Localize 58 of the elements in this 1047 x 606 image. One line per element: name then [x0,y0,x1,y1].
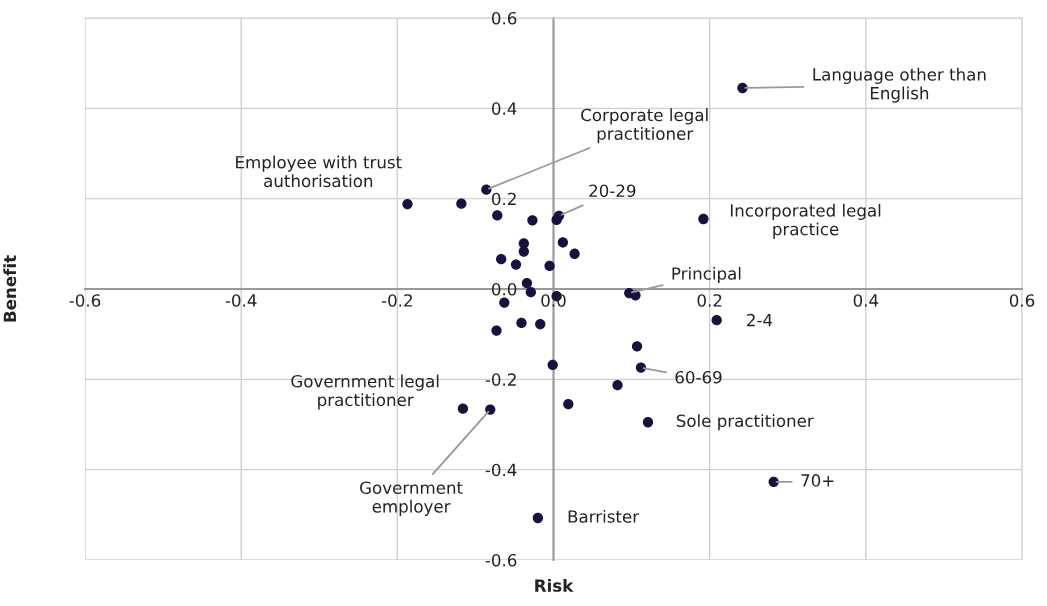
point [499,297,510,308]
point [569,248,580,259]
annotation: 2-4 [747,313,773,327]
annotation: Barrister [568,509,640,523]
annotation: 60-69 [675,370,722,384]
annotation: Corporate legal practitioner [581,108,708,144]
y-tick-label: 0.6 [491,11,517,25]
y-tick-label: 0.2 [491,192,516,206]
point [402,198,413,210]
point [612,380,623,391]
x-tick-label: -0.4 [225,294,257,307]
x-tick-label: 0.0 [541,294,566,307]
point [535,319,546,330]
point [547,359,558,371]
point [544,260,555,272]
point [532,512,544,524]
x-tick-label: -0.2 [381,294,412,307]
point [457,403,469,414]
point [698,213,709,225]
point [527,215,538,226]
point [518,246,529,257]
point [631,341,643,352]
y-tick-label: -0.4 [485,463,517,477]
point [456,198,467,209]
annotation: Employee with trust authorisation [236,155,402,188]
point [768,476,779,488]
point [496,254,507,265]
x-tick-label: -0.6 [69,294,101,307]
y-tick-label: -0.2 [485,373,516,386]
point [563,399,574,410]
point [481,184,492,195]
x-tick-label: 0.2 [697,294,722,307]
point [551,214,562,226]
point [516,317,527,329]
annotation: Language other than English [813,67,986,103]
x-tick-label: 0.6 [1009,294,1035,307]
x-tick-label: 0.4 [853,294,879,307]
annotation: Incorporated legal practice [730,203,881,239]
annotation: Sole practitioner [676,414,814,431]
point [525,287,537,298]
point [635,362,647,373]
point [491,325,502,336]
point [642,417,654,428]
y-tick-label: 0.0 [491,282,517,296]
x-axis-title: Risk [535,578,574,592]
annotation: Government legal practitioner [291,374,439,410]
point [521,277,533,289]
point [711,315,722,326]
y-tick-label: -0.6 [485,553,517,567]
y-axis-title: Benefit [3,255,17,322]
point [557,237,569,248]
annotation: Government employer [360,481,463,516]
point [510,259,522,270]
annotation: 70+ [801,474,834,487]
annotation: 20-29 [589,184,636,198]
point [492,210,503,221]
annotation: Principal [672,266,741,284]
y-tick-label: 0.4 [491,102,517,115]
